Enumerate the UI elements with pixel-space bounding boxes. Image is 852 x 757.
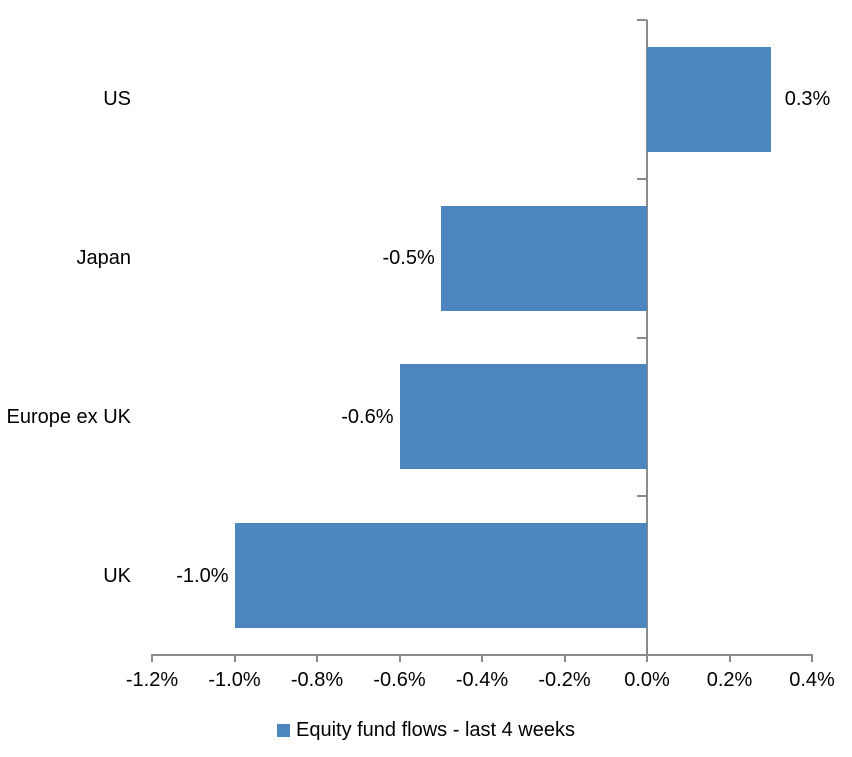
bar-japan [440,205,647,311]
legend: Equity fund flows - last 4 weeks [0,719,852,742]
category-boundary-tick [637,495,647,498]
x-tick-label: 0.2% [706,669,753,691]
x-axis-line [151,654,813,656]
x-tick-label: -0.4% [455,669,509,691]
zero-axis-line [646,20,648,662]
x-tick-label: -0.2% [538,669,591,691]
x-axis-tick [563,656,566,662]
category-label-japan: Japan [76,247,132,270]
value-label-japan: -0.5% [382,247,435,270]
x-tick-label: -0.6% [373,669,426,691]
category-label-us: US [103,88,131,111]
x-axis-tick [151,656,153,662]
x-tick-label: -1.0% [208,669,261,691]
bar-us [647,46,771,152]
value-label-us: 0.3% [784,88,831,111]
x-axis-tick [316,656,318,662]
bar-europe-ex-uk [399,364,647,470]
x-axis-tick [481,656,483,662]
category-label-uk: UK [103,564,131,587]
value-label-europe-ex-uk: -0.6% [341,405,394,428]
category-boundary-tick [637,177,647,180]
x-axis-tick [398,656,401,662]
x-tick-label: 0.4% [789,669,835,691]
legend-marker-square [276,724,290,737]
x-axis-tick [646,656,648,662]
category-boundary-tick [637,19,647,21]
bar-uk [234,523,647,629]
x-axis-tick [728,656,731,662]
legend-label: Equity fund flows - last 4 weeks [295,719,575,741]
x-tick-label: -0.8% [290,669,344,691]
x-tick-label: 0.0% [624,669,670,691]
x-axis-tick [233,656,236,662]
x-tick-label: -1.2% [125,669,179,691]
category-boundary-tick [637,336,647,339]
category-label-europe-ex-uk: Europe ex UK [6,405,131,428]
x-axis-tick [811,656,813,662]
value-label-uk: -1.0% [176,564,229,587]
